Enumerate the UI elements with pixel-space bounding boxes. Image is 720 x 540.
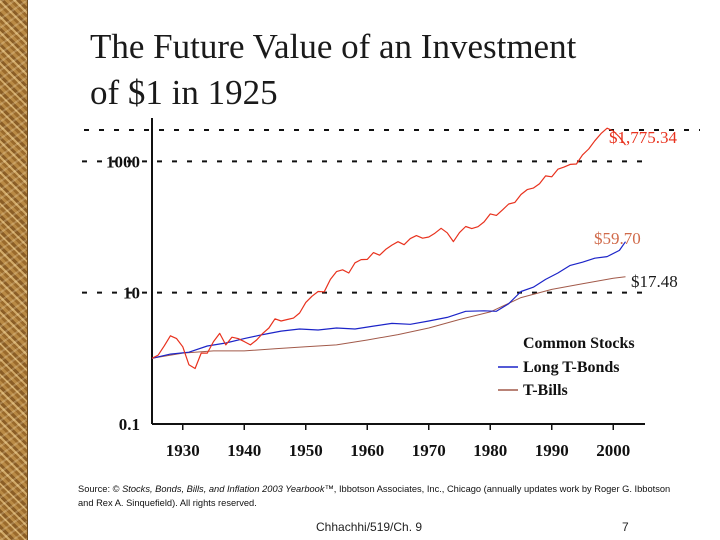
series-line-common-stocks — [151, 127, 626, 370]
source-suffix: , Ibbotson Associates, Inc., Chicago (an… — [78, 484, 671, 508]
series-line-t-bills — [151, 276, 626, 359]
legend-label: T-Bills — [523, 382, 568, 399]
chart-series — [151, 127, 626, 370]
title-line-2: of $1 in 1925 — [90, 73, 278, 112]
source-title: Stocks, Bonds, Bills, and Inflation 2003… — [122, 484, 334, 494]
end-value-labels: $1,775.34 $59.70 $17.48 — [594, 128, 678, 291]
x-tick-label: 1970 — [412, 441, 446, 460]
x-tick-label: 1950 — [289, 441, 323, 460]
chart-axes — [151, 118, 645, 425]
series-line-long-t-bonds — [151, 241, 626, 359]
x-tick-label: 1990 — [535, 441, 569, 460]
y-tick-label: 10 — [123, 284, 140, 303]
x-tick-label: 1930 — [166, 441, 200, 460]
footer-course-label: Chhachhi/519/Ch. 9 — [316, 520, 423, 534]
end-label-common-stocks: $1,775.34 — [609, 128, 678, 147]
y-axis-ticks: 0.1 10 1000 — [82, 152, 645, 434]
y-tick-label: 0.1 — [119, 415, 140, 434]
end-label-long-t-bonds: $59.70 — [594, 229, 641, 248]
page-title: The Future Value of an Investment of $1 … — [90, 24, 690, 116]
legend-label: Long T-Bonds — [523, 359, 620, 376]
x-axis-ticks: 1930 1940 1950 1960 1970 1980 1990 2000 — [166, 424, 630, 460]
legend-label: Common Stocks — [523, 335, 635, 352]
slide-page-number: 7 — [622, 520, 629, 534]
x-tick-label: 1980 — [473, 441, 507, 460]
y-tick-label: 1000 — [106, 152, 140, 171]
source-prefix: Source: © — [78, 484, 123, 494]
end-label-t-bills: $17.48 — [631, 272, 678, 291]
x-tick-label: 2000 — [596, 441, 630, 460]
x-tick-label: 1960 — [350, 441, 384, 460]
title-line-1: The Future Value of an Investment — [90, 27, 577, 66]
x-tick-label: 1940 — [227, 441, 261, 460]
decorative-side-bar — [0, 0, 28, 540]
source-note: Source: © Stocks, Bonds, Bills, and Infl… — [78, 482, 678, 510]
chart-legend: Common Stocks Long T-Bonds T-Bills — [498, 335, 635, 399]
